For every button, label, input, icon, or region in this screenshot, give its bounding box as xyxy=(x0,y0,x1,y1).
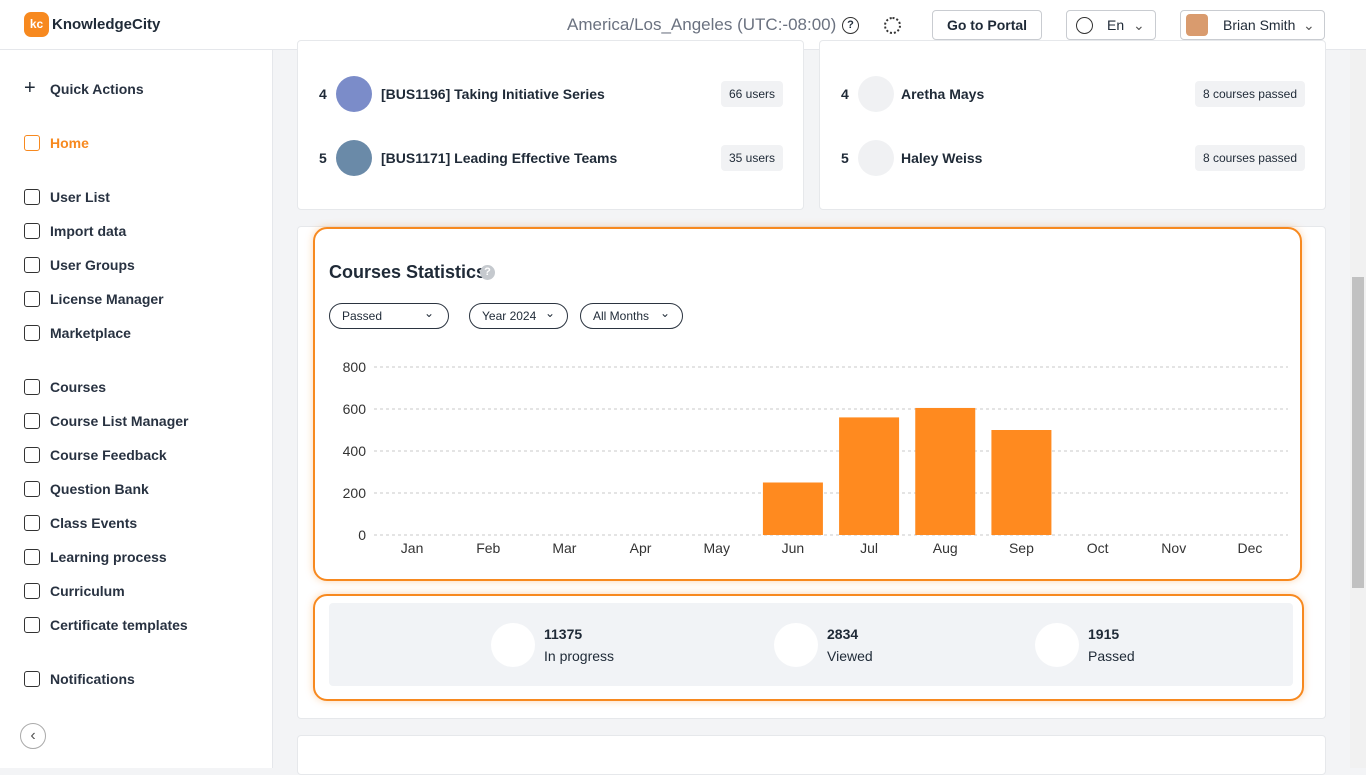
nav-item[interactable]: Home xyxy=(50,135,89,151)
filter: Year 2024 xyxy=(482,309,537,323)
rank: 4 xyxy=(841,86,849,102)
nav-icon xyxy=(24,481,40,497)
rank: 5 xyxy=(841,150,849,166)
nav-icon xyxy=(24,413,40,429)
logo-icon: kc xyxy=(24,12,49,37)
course-title[interactable]: [BUS1196] Taking Initiative Series xyxy=(381,86,605,102)
logo[interactable]: KnowledgeCity xyxy=(52,16,161,33)
nav-item[interactable]: Question Bank xyxy=(50,481,149,497)
learner-avatar xyxy=(858,140,894,176)
nav-item[interactable]: User Groups xyxy=(50,257,135,273)
course-thumb xyxy=(336,76,372,112)
chevron: ⌄ xyxy=(544,306,555,320)
portal-button[interactable]: Go to Portal xyxy=(932,10,1042,40)
learner-name[interactable]: Aretha Mays xyxy=(901,86,985,102)
summary-panel: 11375 In progress 2834 Viewed 1915 Passe… xyxy=(329,603,1293,686)
badge: 35 users xyxy=(720,145,783,171)
sidebar: + Quick Actions Home User List Import data… xyxy=(0,50,273,768)
chevron: ⌄ xyxy=(659,306,670,320)
summary-value: 11375 xyxy=(544,626,583,642)
nav-icon xyxy=(24,223,40,239)
nav-icon xyxy=(24,257,40,273)
viewed-icon xyxy=(774,623,818,667)
filter-select[interactable]: All Months ⌄ xyxy=(580,303,683,329)
user-name: Brian Smith xyxy=(1223,17,1296,33)
nav-icon xyxy=(24,515,40,531)
help-icon[interactable]: ? xyxy=(842,17,859,34)
info-icon[interactable]: ? xyxy=(480,265,495,280)
globe-icon xyxy=(1076,17,1093,34)
summary-value: 1915 xyxy=(1088,626,1120,642)
nav-icon xyxy=(24,671,40,687)
summary-value: 2834 xyxy=(827,626,859,642)
passed-icon xyxy=(1035,623,1079,667)
chart-title: Courses Statistics xyxy=(329,262,487,282)
nav-item[interactable]: User List xyxy=(50,189,110,205)
filter: Passed xyxy=(342,309,383,323)
plus-icon: + xyxy=(24,77,36,99)
settings-icon[interactable] xyxy=(884,17,901,34)
badge: 66 users xyxy=(720,81,783,107)
filter-select[interactable]: Passed ⌄ xyxy=(329,303,449,329)
nav-item[interactable]: Course List Manager xyxy=(50,413,189,429)
scrollbar[interactable] xyxy=(1350,50,1366,768)
nav-item[interactable]: Learning process xyxy=(50,549,167,565)
nav-icon xyxy=(24,583,40,599)
nav-icon xyxy=(24,617,40,633)
user-menu[interactable]: Brian Smith ⌄ xyxy=(1180,10,1325,40)
nav-icon xyxy=(24,549,40,565)
summary-highlight xyxy=(313,594,1304,701)
nav-item[interactable]: Curriculum xyxy=(50,583,125,599)
rank: 4 xyxy=(319,86,327,102)
language-select[interactable]: En ⌄ xyxy=(1066,10,1156,40)
nav-icon xyxy=(24,189,40,205)
learner-name[interactable]: Haley Weiss xyxy=(901,150,983,166)
badge: 8 courses passed xyxy=(1194,81,1305,107)
nav-item[interactable]: Course Feedback xyxy=(50,447,167,463)
learner-avatar xyxy=(858,76,894,112)
scroll-thumb[interactable] xyxy=(1352,277,1364,588)
nav-item[interactable]: Courses xyxy=(50,379,107,395)
nav-icon xyxy=(24,135,40,151)
avatar xyxy=(1186,14,1208,36)
filter: All Months xyxy=(593,309,650,323)
course-title[interactable]: [BUS1171] Leading Effective Teams xyxy=(381,150,618,166)
nav-icon xyxy=(24,325,40,341)
nav-icon xyxy=(24,447,40,463)
next-card xyxy=(297,735,1326,775)
nav-item[interactable]: Notifications xyxy=(50,671,135,687)
chart-highlight xyxy=(313,227,1302,581)
chevron: ⌄ xyxy=(1303,17,1315,33)
badge: 8 courses passed xyxy=(1194,145,1305,171)
nav-item[interactable]: Class Events xyxy=(50,515,138,531)
collapse-button[interactable]: ‹ xyxy=(20,723,46,749)
chevron: ⌄ xyxy=(1133,17,1145,33)
course-thumb xyxy=(336,140,372,176)
top-courses-card: 4 [BUS1196] Taking Initiative Series 66 … xyxy=(297,40,804,210)
header: kc KnowledgeCity America/Los_Angeles (UT… xyxy=(0,0,1366,50)
rank: 5 xyxy=(319,150,327,166)
summary-label: In progress xyxy=(544,648,615,664)
summary-label: Passed xyxy=(1088,648,1135,664)
nav-icon xyxy=(24,379,40,395)
nav-icon xyxy=(24,291,40,307)
filter-select[interactable]: Year 2024 ⌄ xyxy=(469,303,568,329)
nav-item[interactable]: License Manager xyxy=(50,291,164,307)
in-progress-icon xyxy=(491,623,535,667)
quick-actions[interactable]: Quick Actions xyxy=(50,81,144,97)
top-learners-card: 4 Aretha Mays 8 courses passed 5 Haley W… xyxy=(819,40,1326,210)
nav-item[interactable]: Certificate templates xyxy=(50,617,188,633)
summary-label: Viewed xyxy=(827,648,873,664)
chevron: ⌄ xyxy=(423,306,434,320)
nav-item[interactable]: Marketplace xyxy=(50,325,131,341)
timezone: America/Los_Angeles (UTC:-08:00) xyxy=(567,15,837,34)
language: En xyxy=(1107,17,1125,33)
nav-item[interactable]: Import data xyxy=(50,223,127,239)
